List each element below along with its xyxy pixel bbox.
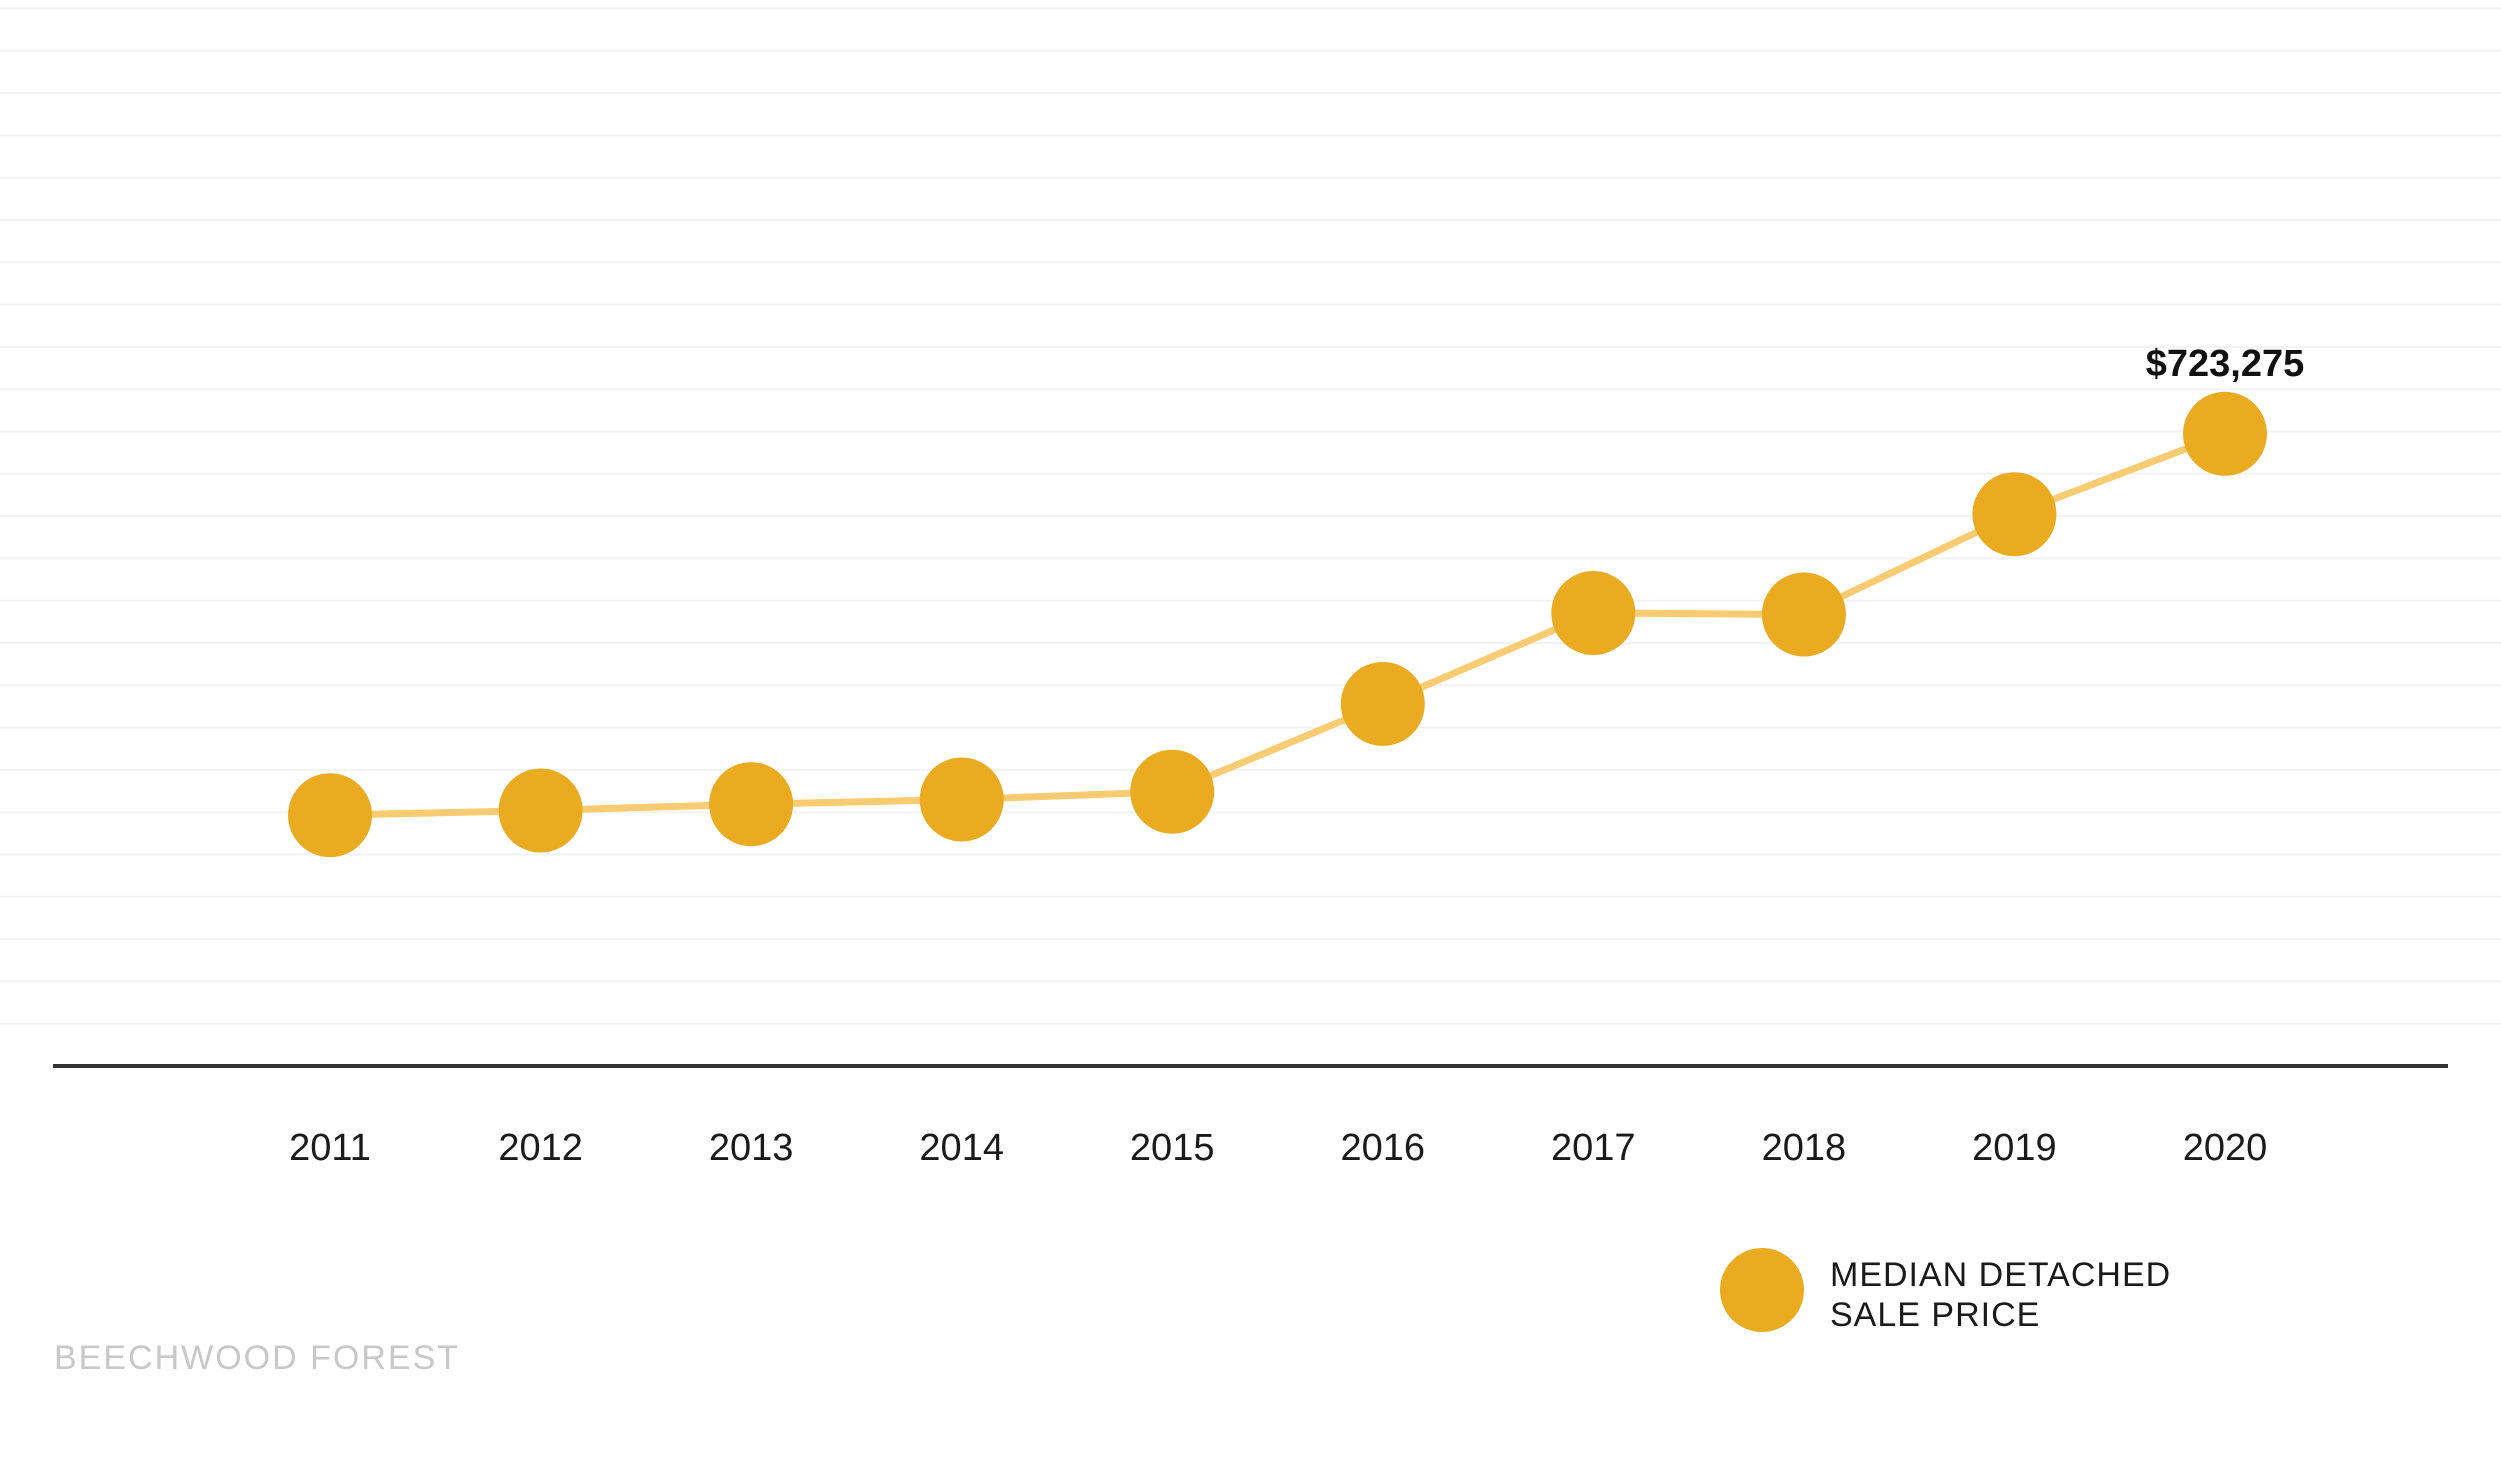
x-tick-label-2020: 2020 [2183, 1127, 2268, 1169]
series-line [329, 430, 2227, 819]
data-point-2013 [709, 762, 794, 847]
data-point-2019 [1972, 472, 2057, 557]
data-point-2016 [1340, 661, 1425, 746]
x-tick-label-2017: 2017 [1551, 1127, 1636, 1169]
x-tick-label-2012: 2012 [498, 1127, 583, 1169]
legend-marker [1720, 1248, 1804, 1332]
data-point-2020 [2183, 391, 2267, 476]
series-line-group [329, 430, 2227, 819]
x-tick-label-2013: 2013 [709, 1127, 794, 1169]
x-tick-label-2019: 2019 [1972, 1127, 2057, 1169]
data-point-2017 [1551, 571, 1636, 655]
x-tick-label-2014: 2014 [919, 1127, 1004, 1169]
data-label-2020: $723,275 [2146, 343, 2305, 385]
data-point-2011 [288, 773, 372, 858]
brand-footer: BEECHWOOD FOREST [54, 1339, 460, 1377]
data-point-2015 [1130, 749, 1215, 834]
data-point-2018 [1761, 572, 1846, 657]
x-tick-label-2016: 2016 [1341, 1127, 1426, 1169]
legend: MEDIAN DETACHED SALE PRICE [1720, 1248, 2171, 1334]
series-markers [288, 391, 2267, 858]
x-tick-label-2015: 2015 [1130, 1127, 1215, 1169]
x-tick-label-2018: 2018 [1762, 1127, 1847, 1169]
x-tick-label-2011: 2011 [289, 1127, 371, 1169]
x-axis-ticks: 2011 2012 2013 2014 2015 2016 2017 2018 2019 2020 [289, 1127, 2267, 1169]
legend-label-line-2: SALE PRICE [1830, 1296, 2040, 1334]
data-point-2012 [498, 768, 583, 853]
data-point-2014 [919, 757, 1004, 842]
gridlines [0, 7, 2501, 1025]
legend-label-line-1: MEDIAN DETACHED [1830, 1256, 2171, 1294]
